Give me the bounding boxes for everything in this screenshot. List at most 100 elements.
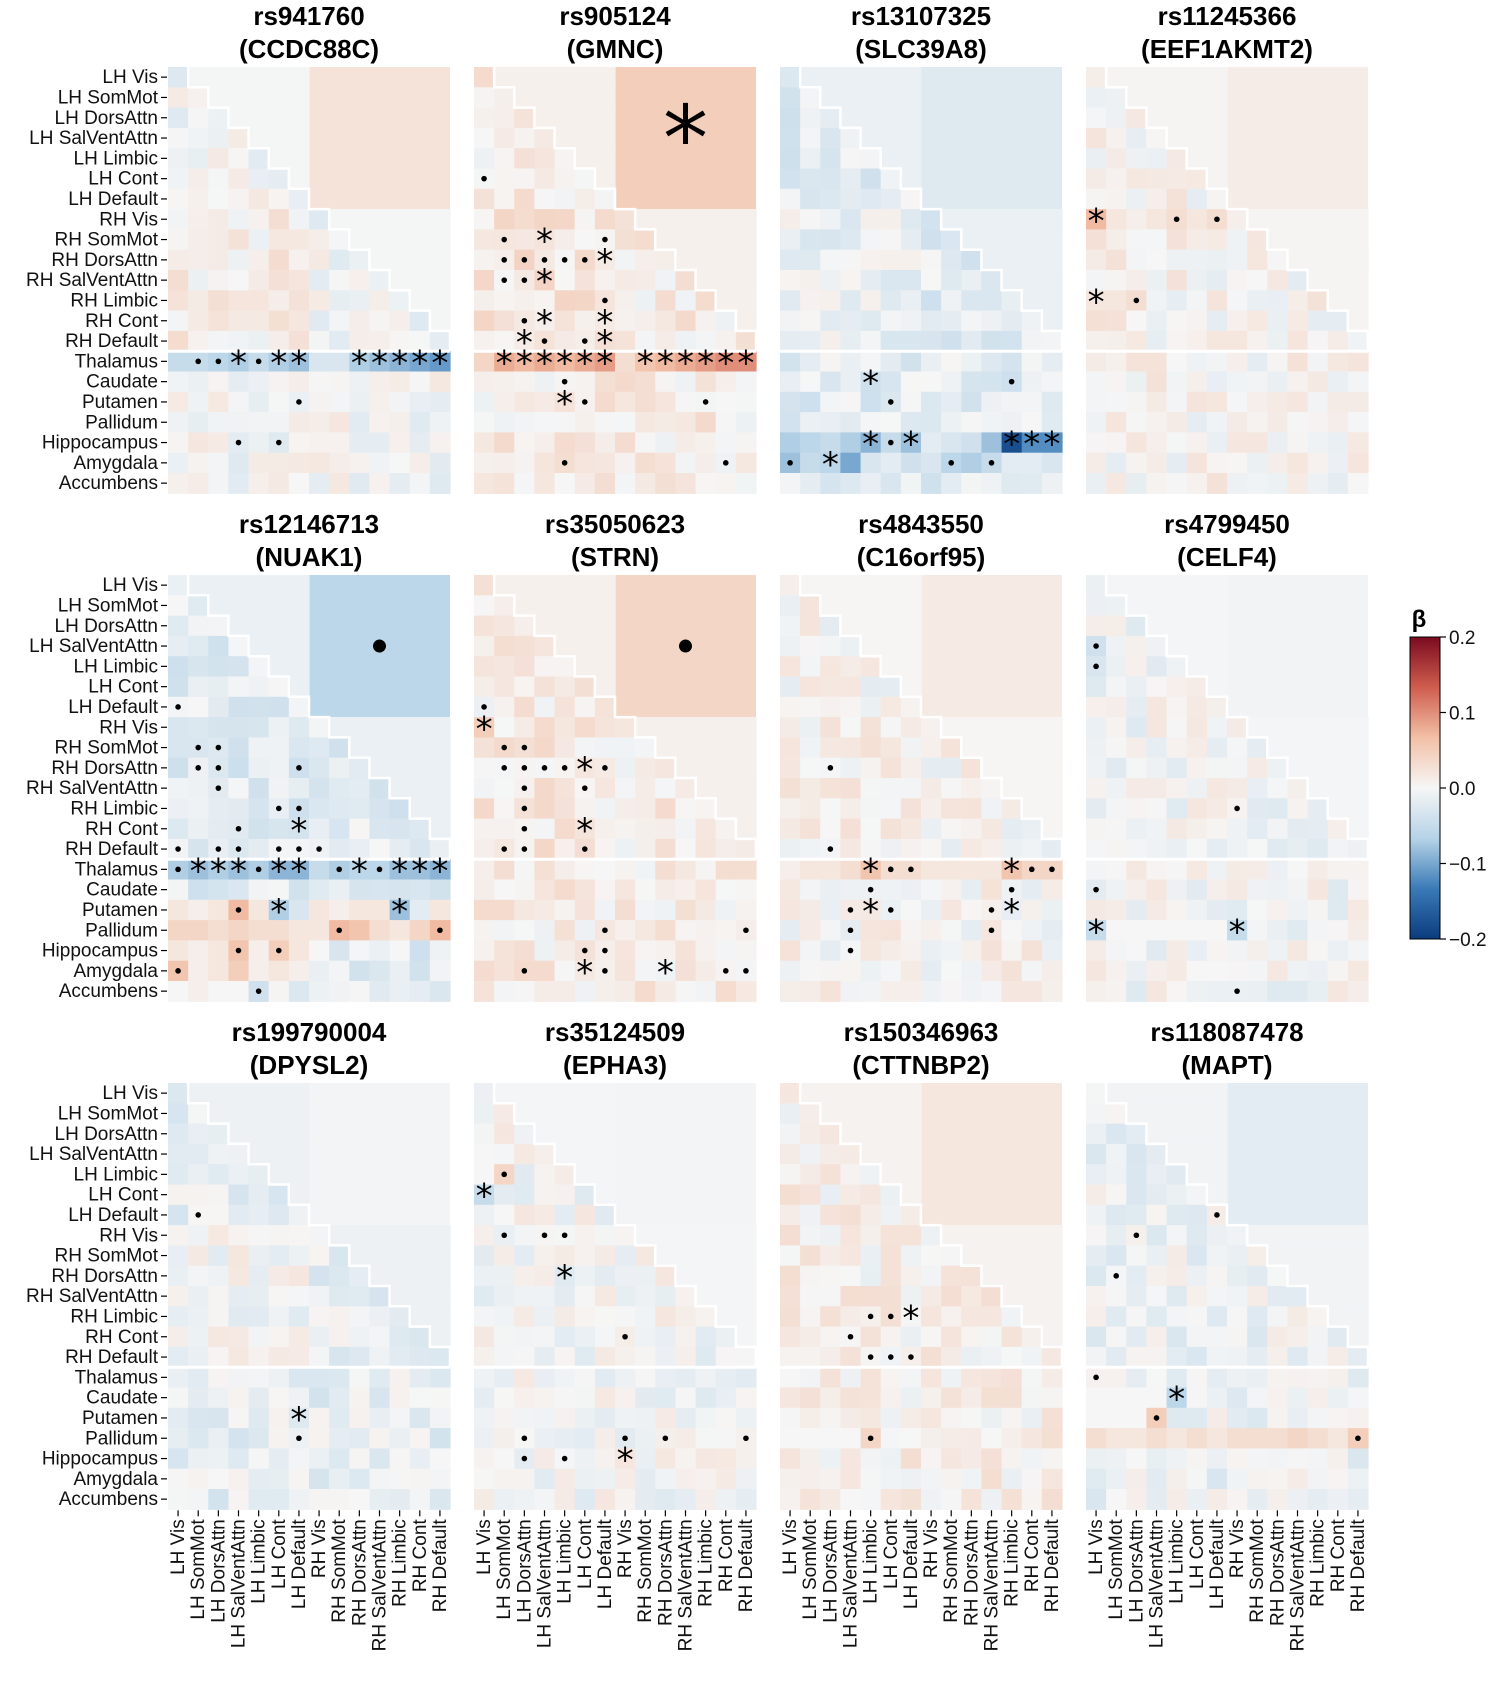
heatmap-cell: [900, 717, 922, 738]
upper-cell: [860, 575, 882, 596]
heatmap-cell: [780, 1123, 801, 1145]
heatmap-cell: [860, 1286, 882, 1307]
heatmap-cell: [494, 1407, 515, 1429]
heatmap-cell: [961, 412, 983, 433]
heatmap-cell: [860, 798, 882, 820]
heatmap-cell: [921, 798, 942, 820]
heatmap-cell: [514, 188, 536, 210]
col-label: RH Limbic: [1308, 1519, 1329, 1607]
heatmap-cell: [921, 940, 942, 962]
upper-cell: [695, 209, 717, 230]
nominal-marker: [195, 765, 202, 771]
upper-cell: [1146, 87, 1168, 109]
upper-cell: [1206, 1143, 1228, 1165]
block-marker: *: [663, 87, 708, 192]
heatmap-cell: [288, 1407, 310, 1429]
heatmap-cell: [514, 168, 536, 190]
nominal-marker: [296, 1435, 302, 1442]
heatmap-cell: [715, 1407, 737, 1429]
heatmap-cell: [369, 270, 391, 291]
nominal-marker: [887, 1354, 894, 1360]
heatmap-cell: [921, 1489, 942, 1510]
heatmap-cell: [635, 229, 656, 251]
heatmap-cell: [1086, 737, 1107, 759]
heatmap-cell: [409, 818, 431, 840]
heatmap-cell: [1166, 290, 1188, 312]
heatmap-cell: [675, 778, 697, 799]
heatmap-cell: [615, 1265, 636, 1287]
heatmap-cell: [1307, 1448, 1329, 1470]
heatmap-cell: [494, 1143, 515, 1165]
heatmap-cell: [1166, 473, 1188, 494]
heatmap-cell: [389, 1489, 411, 1510]
heatmap-cell: [554, 656, 576, 678]
heatmap-cell: [880, 412, 902, 433]
panel-gene: (GMNC): [567, 34, 664, 64]
heatmap-cell: [409, 412, 431, 433]
heatmap-cell: [1166, 229, 1188, 251]
heatmap-cell: [1247, 1367, 1268, 1389]
heatmap-cell: [981, 371, 1003, 393]
heatmap-cell: [860, 656, 882, 678]
heatmap-cell: [369, 1428, 391, 1449]
heatmap-cell: [1206, 1367, 1228, 1389]
heatmap-cell: [389, 452, 411, 474]
heatmap-cell: [309, 818, 330, 840]
heatmap-cell: [349, 270, 371, 291]
upper-cell: [389, 1265, 411, 1287]
heatmap-cell: [1307, 1306, 1329, 1328]
heatmap-cell: [574, 188, 596, 210]
heatmap-cell: [1001, 412, 1023, 433]
heatmap-cell: [1146, 432, 1168, 454]
heatmap-cell: [820, 1245, 842, 1267]
row-label: Thalamus: [75, 1367, 158, 1388]
heatmap-cell: [880, 717, 902, 738]
upper-cell: [1126, 87, 1148, 109]
heatmap-cell: [780, 818, 801, 840]
heatmap-cell: [1146, 1143, 1168, 1165]
heatmap-cell: [409, 452, 431, 474]
heatmap-cell: [1086, 1123, 1107, 1145]
heatmap-cell: [594, 249, 616, 271]
heatmap-cell: [494, 1367, 515, 1389]
heatmap-cell: [1001, 1489, 1023, 1510]
heatmap-cell: [800, 1225, 821, 1246]
heatmap-cell: [1206, 371, 1228, 393]
heatmap-cell: [208, 656, 230, 678]
heatmap-cell: [329, 452, 350, 474]
heatmap-cell: [820, 391, 842, 413]
heatmap-cell: [409, 838, 431, 860]
heatmap-cell: [494, 148, 515, 170]
heatmap-cell: [900, 838, 922, 860]
heatmap-cell: [695, 1489, 717, 1510]
heatmap-cell: [1146, 798, 1168, 820]
heatmap-cell: [1146, 1286, 1168, 1307]
heatmap-cell: [1001, 310, 1023, 332]
heatmap-cell: [268, 290, 290, 312]
row-label: LH Cont: [88, 677, 158, 698]
heatmap-cell: [880, 981, 902, 1002]
heatmap-cell: [288, 1387, 310, 1409]
heatmap-cell: [474, 310, 495, 332]
heatmap-cell: [208, 391, 230, 413]
heatmap-cell: [474, 148, 495, 170]
heatmap-cell: [695, 1468, 717, 1490]
upper-cell: [715, 290, 737, 312]
heatmap-cell: [1086, 432, 1107, 454]
upper-cell: [1041, 209, 1063, 230]
heatmap-cell: [655, 1265, 677, 1287]
significant-marker: *: [516, 323, 533, 363]
heatmap-cell: [1146, 1164, 1168, 1186]
heatmap-cell: [1186, 249, 1208, 271]
upper-cell: [880, 1123, 902, 1145]
upper-cell: [1001, 1245, 1023, 1267]
heatmap-cell: [1186, 371, 1208, 393]
heatmap-cell: [715, 879, 737, 901]
heatmap-cell: [655, 940, 677, 962]
upper-cell: [800, 575, 821, 596]
heatmap-cell: [168, 798, 189, 820]
heatmap-cell: [880, 1489, 902, 1510]
heatmap-cell: [800, 737, 821, 759]
heatmap-cell: [880, 249, 902, 271]
heatmap-cell: [1247, 1387, 1268, 1409]
